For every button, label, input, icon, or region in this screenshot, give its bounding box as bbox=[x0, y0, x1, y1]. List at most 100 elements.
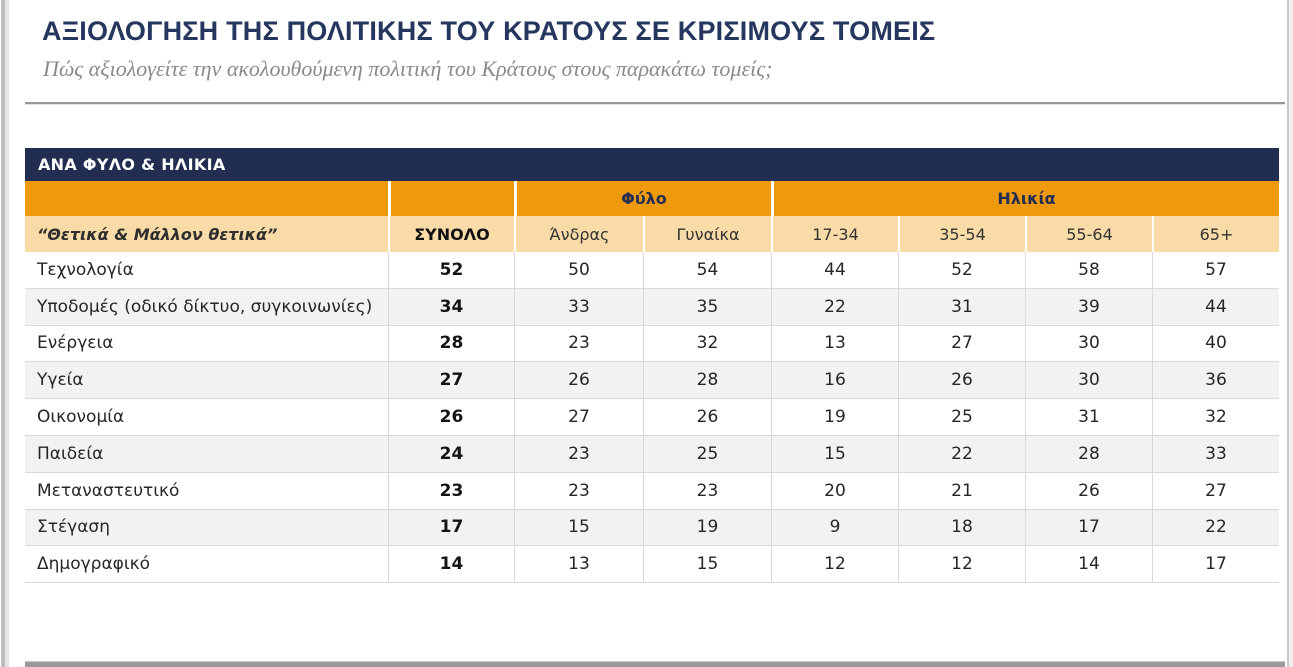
row-label: Υποδομές (οδικό δίκτυο, συγκοινωνίες) bbox=[37, 296, 373, 317]
group-header-gender: Φύλο bbox=[514, 181, 771, 216]
window-right-edge bbox=[1286, 0, 1293, 667]
cell-value: 17 bbox=[1025, 509, 1152, 546]
measure-label: “Θετικά & Μάλλον θετικά” bbox=[37, 224, 278, 244]
cell-value: 32 bbox=[643, 325, 771, 362]
window-left-edge bbox=[0, 0, 9, 667]
column-header: ΣΥΝΟΛΟ bbox=[388, 216, 514, 252]
cell-value: 14 bbox=[1025, 546, 1152, 583]
cell-total-value: 26 bbox=[388, 399, 514, 435]
cell-value: 9 bbox=[771, 509, 898, 546]
row-label: Παιδεία bbox=[37, 443, 104, 464]
table-section-title: ΑΝΑ ΦΥΛΟ & ΗΛΙΚΙΑ bbox=[38, 155, 226, 174]
cell-value: 19 bbox=[771, 399, 898, 435]
cell-total-value: 27 bbox=[388, 362, 514, 399]
cell-value: 28 bbox=[643, 362, 771, 399]
cell-value: 15 bbox=[514, 509, 643, 546]
cell-value: 57 bbox=[1152, 252, 1279, 288]
row-label: Υγεία bbox=[37, 370, 84, 391]
cell-value: 13 bbox=[514, 546, 643, 583]
group-header-spacer bbox=[25, 181, 388, 216]
cell-value: 28 bbox=[1025, 435, 1152, 472]
cell-value: 23 bbox=[514, 472, 643, 509]
horizontal-scrollbar[interactable] bbox=[25, 661, 1285, 667]
row-label: Οικονομία bbox=[37, 407, 125, 428]
cell-value: 23 bbox=[643, 472, 771, 509]
page-subtitle: Πώς αξιολογείτε την ακολουθούμενη πολιτι… bbox=[43, 56, 773, 81]
cell-value: 52 bbox=[898, 252, 1025, 288]
row-label: Τεχνολογία bbox=[37, 259, 134, 280]
cell-value: 36 bbox=[1152, 362, 1279, 399]
cell-value: 44 bbox=[771, 252, 898, 288]
cell-total-value: 17 bbox=[388, 509, 514, 546]
row-label: Ενέργεια bbox=[37, 333, 114, 354]
cell-value: 26 bbox=[514, 362, 643, 399]
cell-value: 26 bbox=[898, 362, 1025, 399]
cell-value: 22 bbox=[898, 435, 1025, 472]
table-row: Υποδομές (οδικό δίκτυο, συγκοινωνίες) 34 3… bbox=[25, 288, 1279, 326]
cell-total-value: 28 bbox=[388, 325, 514, 362]
cell-value: 30 bbox=[1025, 325, 1152, 362]
cell-total-value: 23 bbox=[388, 472, 514, 509]
cell-value: 58 bbox=[1025, 252, 1152, 288]
cell-value: 39 bbox=[1025, 288, 1152, 325]
cell-value: 17 bbox=[1152, 546, 1279, 583]
cell-value: 18 bbox=[898, 509, 1025, 546]
cell-value: 26 bbox=[1025, 472, 1152, 509]
cell-value: 12 bbox=[771, 546, 898, 583]
cell-value: 30 bbox=[1025, 362, 1152, 399]
survey-table: ΑΝΑ ΦΥΛΟ & ΗΛΙΚΙΑ Φύλο Ηλικία “Θετικά & Μ… bbox=[25, 148, 1279, 584]
cell-value: 16 bbox=[771, 362, 898, 399]
cell-total-value: 14 bbox=[388, 546, 514, 583]
cell-value: 33 bbox=[1152, 435, 1279, 472]
page-title: ΑΞΙΟΛΟΓΗΣΗ ΤΗΣ ΠΟΛΙΤΙΚΗΣ ΤΟΥ ΚΡΑΤΟΥΣ ΣΕ … bbox=[42, 16, 936, 46]
table-row: Παιδεία 24 23 25 15 22 28 33 bbox=[25, 435, 1279, 473]
table-row: Δημογραφικό 14 13 15 12 12 14 17 bbox=[25, 546, 1279, 584]
cell-total-value: 24 bbox=[388, 435, 514, 472]
cell-total-value: 52 bbox=[388, 252, 514, 288]
column-group-header-row: Φύλο Ηλικία bbox=[25, 181, 1279, 216]
column-header: 65+ bbox=[1152, 216, 1279, 252]
row-label: Στέγαση bbox=[37, 517, 110, 538]
table-row: Τεχνολογία 52 50 54 44 52 58 57 bbox=[25, 252, 1279, 289]
cell-value: 23 bbox=[514, 325, 643, 362]
table-row: Ενέργεια 28 23 32 13 27 30 40 bbox=[25, 325, 1279, 363]
cell-value: 31 bbox=[1025, 399, 1152, 435]
cell-value: 12 bbox=[898, 546, 1025, 583]
cell-value: 21 bbox=[898, 472, 1025, 509]
cell-value: 35 bbox=[643, 288, 771, 325]
cell-value: 32 bbox=[1152, 399, 1279, 435]
table-section-bar: ΑΝΑ ΦΥΛΟ & ΗΛΙΚΙΑ bbox=[25, 148, 1279, 181]
cell-value: 20 bbox=[771, 472, 898, 509]
group-header-age: Ηλικία bbox=[771, 181, 1279, 216]
cell-value: 33 bbox=[514, 288, 643, 325]
table-body: Τεχνολογία 52 50 54 44 52 58 57 Υποδομές (οδικό … bbox=[25, 252, 1279, 584]
cell-value: 22 bbox=[1152, 509, 1279, 546]
cell-value: 19 bbox=[643, 509, 771, 546]
cell-value: 27 bbox=[514, 399, 643, 435]
table-row: Μεταναστευτικό 23 23 23 20 21 26 27 bbox=[25, 472, 1279, 510]
column-header: 35-54 bbox=[898, 216, 1025, 252]
cell-value: 40 bbox=[1152, 325, 1279, 362]
table-row: Υγεία 27 26 28 16 26 30 36 bbox=[25, 362, 1279, 400]
cell-value: 27 bbox=[898, 325, 1025, 362]
cell-value: 13 bbox=[771, 325, 898, 362]
cell-value: 15 bbox=[643, 546, 771, 583]
cell-value: 54 bbox=[643, 252, 771, 288]
cell-value: 44 bbox=[1152, 288, 1279, 325]
column-header: 55-64 bbox=[1025, 216, 1152, 252]
header-divider bbox=[25, 102, 1285, 105]
cell-value: 26 bbox=[643, 399, 771, 435]
column-header: Γυναίκα bbox=[643, 216, 771, 252]
table-row: Στέγαση 17 15 19 9 18 17 22 bbox=[25, 509, 1279, 547]
cell-value: 27 bbox=[1152, 472, 1279, 509]
cell-value: 50 bbox=[514, 252, 643, 288]
cell-value: 23 bbox=[514, 435, 643, 472]
column-header: Άνδρας bbox=[514, 216, 643, 252]
group-header-spacer bbox=[388, 181, 514, 216]
table-row: Οικονομία 26 27 26 19 25 31 32 bbox=[25, 399, 1279, 436]
column-header: 17-34 bbox=[771, 216, 898, 252]
row-label: Δημογραφικό bbox=[37, 554, 151, 575]
column-header-row: “Θετικά & Μάλλον θετικά” ΣΥΝΟΛΟ Άνδρας Γυνα… bbox=[25, 216, 1279, 252]
row-label: Μεταναστευτικό bbox=[37, 480, 180, 501]
